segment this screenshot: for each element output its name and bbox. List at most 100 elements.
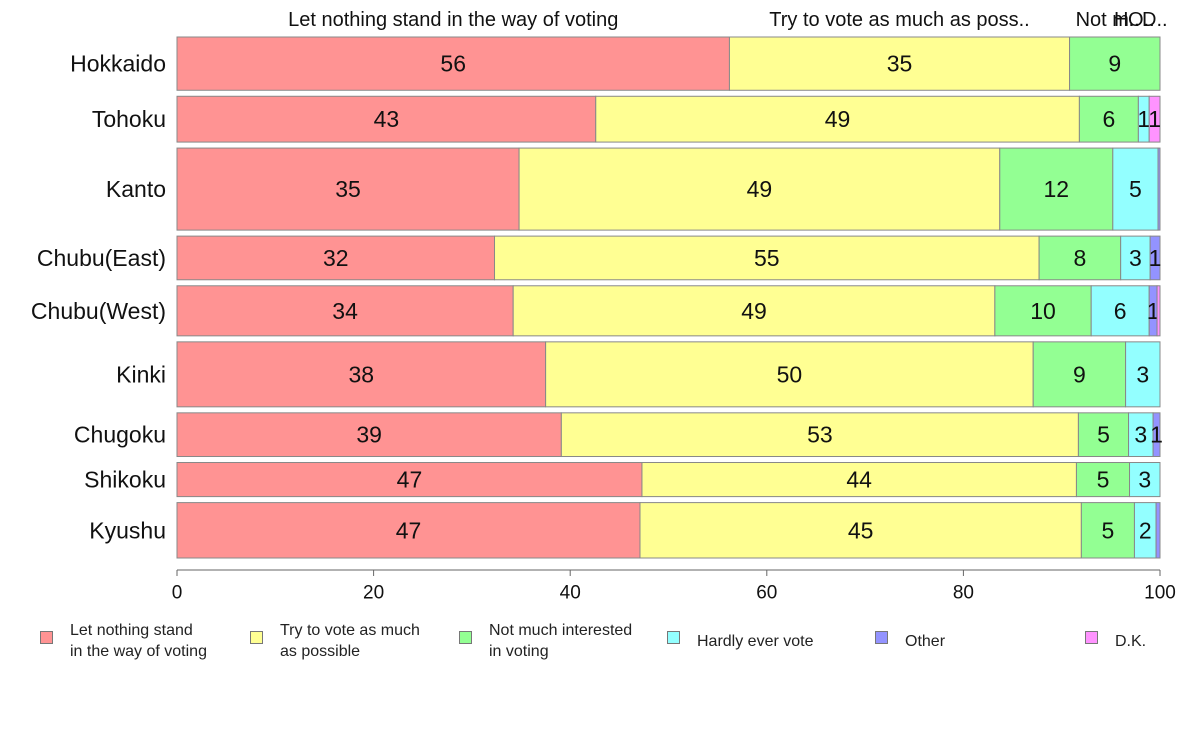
legend-item: D.K. bbox=[1085, 620, 1146, 652]
data-label: 6 bbox=[1114, 298, 1127, 324]
data-label: 6 bbox=[1102, 106, 1115, 132]
bar-segment bbox=[176, 285, 514, 337]
data-label: 45 bbox=[848, 517, 874, 543]
category-label: Shikoku bbox=[84, 467, 166, 493]
bar-segment bbox=[1080, 502, 1135, 559]
x-tick-label: 40 bbox=[560, 583, 581, 604]
category-label: Chugoku bbox=[74, 422, 166, 448]
series-top-label: Try to vote as much as poss.. bbox=[769, 9, 1029, 31]
bar-segment bbox=[994, 285, 1092, 337]
bar-segment bbox=[1112, 147, 1159, 231]
bar-segment bbox=[176, 36, 730, 91]
category-labels: Hokkaido Tohoku Kanto Chubu(East) Chubu(West… bbox=[31, 51, 166, 544]
category-label: Kinki bbox=[116, 361, 166, 387]
bar-segment bbox=[512, 285, 996, 337]
data-label: 49 bbox=[747, 176, 773, 202]
data-label: 3 bbox=[1129, 245, 1142, 271]
category-label: Chubu(West) bbox=[31, 298, 166, 324]
data-label: 3 bbox=[1134, 422, 1147, 448]
data-label: 32 bbox=[323, 245, 349, 271]
bar-segment bbox=[176, 412, 562, 458]
legend-item: Let nothing stand in the way of voting bbox=[40, 620, 207, 662]
series-top-labels: Let nothing stand in the way of voting Tr… bbox=[288, 9, 1167, 31]
data-label: 1 bbox=[1148, 106, 1161, 132]
x-tick-label: 60 bbox=[756, 583, 777, 604]
bar-segment bbox=[494, 235, 1040, 281]
data-label: 56 bbox=[440, 51, 466, 77]
data-label: 47 bbox=[396, 517, 422, 543]
bar-segment bbox=[176, 502, 641, 559]
bar-segment bbox=[1157, 147, 1161, 231]
legend-swatch bbox=[1085, 631, 1098, 644]
data-label: 39 bbox=[356, 422, 382, 448]
data-label: 38 bbox=[349, 361, 375, 387]
bar-segment bbox=[1077, 412, 1130, 458]
bar-segment bbox=[176, 147, 520, 231]
legend-swatch bbox=[667, 631, 680, 644]
bar-segment bbox=[176, 95, 597, 143]
bar-segment bbox=[1090, 285, 1150, 337]
legend-label: Hardly ever vote bbox=[697, 633, 814, 650]
bar-segment bbox=[728, 36, 1071, 91]
bar-segment bbox=[1149, 235, 1161, 281]
bar-segment bbox=[176, 462, 643, 498]
data-label: 44 bbox=[846, 467, 872, 493]
data-label: 12 bbox=[1043, 176, 1069, 202]
data-label: 34 bbox=[332, 298, 358, 324]
legend-label: Other bbox=[905, 633, 946, 650]
bar-segment bbox=[176, 341, 547, 408]
series-top-label: Let nothing stand in the way of voting bbox=[288, 9, 618, 31]
bar-segment bbox=[1038, 235, 1122, 281]
legend-item: Not much interested in voting bbox=[459, 620, 632, 662]
x-tick-label: 0 bbox=[172, 583, 183, 604]
x-tick-label: 80 bbox=[953, 583, 974, 604]
data-label: 49 bbox=[825, 106, 851, 132]
data-label: 55 bbox=[754, 245, 780, 271]
bar-segment bbox=[1075, 462, 1131, 498]
data-label: 1 bbox=[1147, 298, 1160, 324]
bar-segment bbox=[1078, 95, 1139, 143]
data-label: 5 bbox=[1102, 517, 1115, 543]
bar-segment bbox=[176, 235, 496, 281]
legend-item: Other bbox=[875, 620, 945, 652]
legend-swatch bbox=[875, 631, 888, 644]
bar-segment bbox=[1148, 95, 1161, 143]
series-top-label: D.. bbox=[1142, 9, 1168, 31]
category-label: Tohoku bbox=[92, 106, 166, 132]
bar-segment bbox=[518, 147, 1001, 231]
bar-segment bbox=[639, 502, 1082, 559]
bar-segment bbox=[1156, 285, 1161, 337]
bar-segment bbox=[595, 95, 1080, 143]
data-label: 3 bbox=[1136, 361, 1149, 387]
series-top-label: O.. bbox=[1128, 9, 1155, 31]
x-axis: 0 20 40 60 80 100 bbox=[172, 569, 1176, 604]
bar-segment bbox=[560, 412, 1079, 458]
data-label: 1 bbox=[1137, 106, 1150, 132]
data-label: 5 bbox=[1129, 176, 1142, 202]
category-label: Kyushu bbox=[89, 517, 166, 543]
x-tick-label: 100 bbox=[1144, 583, 1176, 604]
legend-label: Let nothing stand in the way of voting bbox=[70, 622, 207, 660]
data-label: 35 bbox=[335, 176, 361, 202]
bar-segment bbox=[1120, 235, 1151, 281]
category-label: Kanto bbox=[106, 176, 166, 202]
data-label: 53 bbox=[807, 422, 833, 448]
data-label: 9 bbox=[1108, 51, 1121, 77]
legend-item: Try to vote as much as possible bbox=[250, 620, 420, 662]
legend-item: Hardly ever vote bbox=[667, 620, 814, 652]
legend-swatch bbox=[250, 631, 263, 644]
bar-segment bbox=[1069, 36, 1161, 91]
data-label: 47 bbox=[397, 467, 423, 493]
legend-label: Not much interested in voting bbox=[489, 622, 633, 660]
data-label: 8 bbox=[1073, 245, 1086, 271]
bar-segment bbox=[641, 462, 1077, 498]
series-top-label: H.. bbox=[1114, 9, 1140, 31]
bar-segment bbox=[545, 341, 1034, 408]
legend-label: D.K. bbox=[1115, 633, 1147, 650]
legend-swatch bbox=[40, 631, 53, 644]
bar-segment bbox=[1155, 502, 1161, 559]
data-label: 43 bbox=[374, 106, 400, 132]
data-label: 10 bbox=[1030, 298, 1056, 324]
